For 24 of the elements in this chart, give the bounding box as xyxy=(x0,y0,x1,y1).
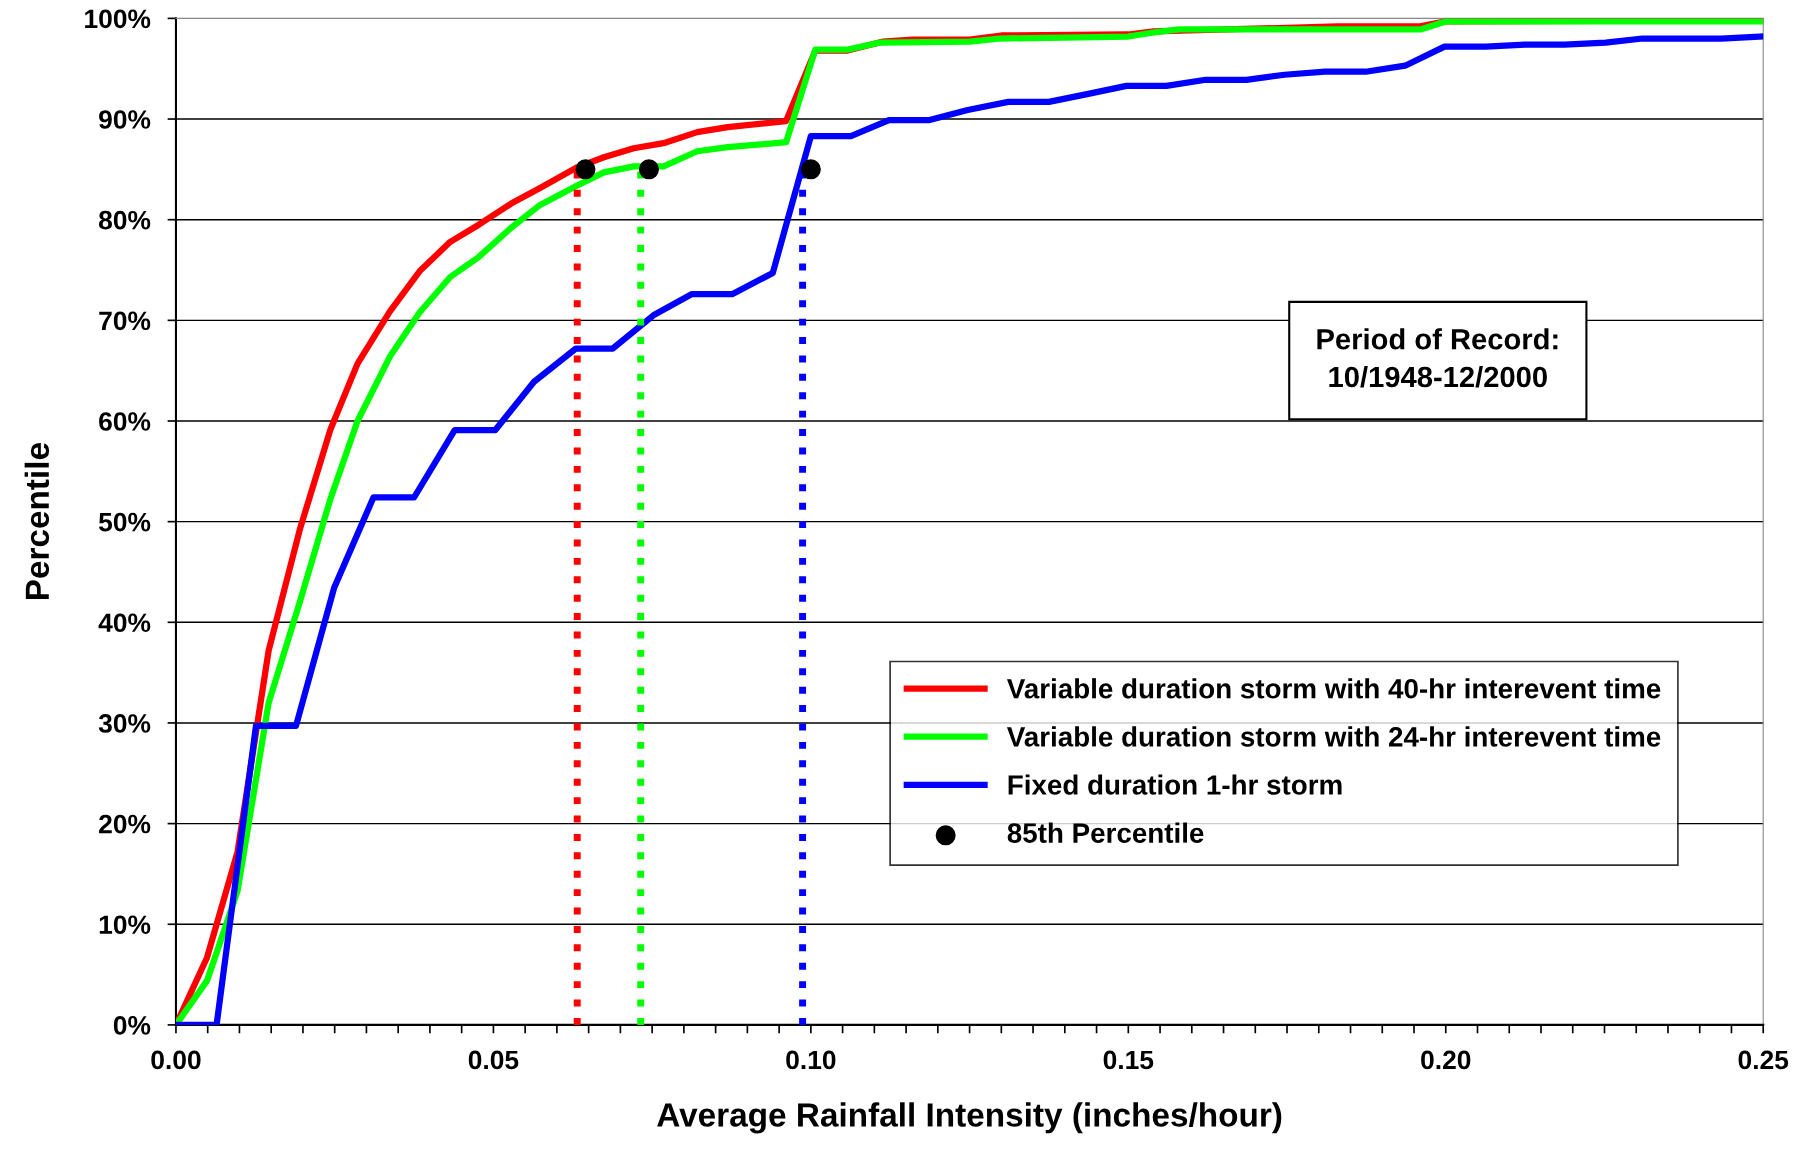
y-tick-label: 90% xyxy=(99,110,151,129)
y-tick-label: 70% xyxy=(99,311,151,331)
y-tick-label: 50% xyxy=(98,512,151,532)
annotation: Period of Record: 10/1948-12/2000 xyxy=(1317,328,1558,388)
y-tick-label: 60% xyxy=(99,412,151,431)
y-tick-label: 40% xyxy=(98,613,151,633)
x-tick-label: 0.10 xyxy=(786,1050,836,1070)
x-tick-label: 0.15 xyxy=(1103,1050,1154,1070)
y-tick-label: 10% xyxy=(99,915,151,935)
y-axis-title: Percentile xyxy=(24,443,50,600)
x-tick-label: 0.00 xyxy=(151,1050,201,1070)
legend-label: 85th Percentile xyxy=(1007,822,1204,843)
legend-label: Fixed duration 1-hr storm xyxy=(1008,774,1342,795)
legend-label: Variable duration storm with 40-hr interevent time xyxy=(1006,678,1661,699)
x-tick-label: 0.20 xyxy=(1421,1050,1471,1070)
y-tick-label: 100% xyxy=(85,9,151,29)
y-tick-label: 0% xyxy=(113,1016,151,1035)
y-tick-label: 20% xyxy=(99,814,151,834)
y-tick-label: 80% xyxy=(98,210,151,230)
x-axis-title: Average Rainfall Intensity (inches/hour) xyxy=(657,1102,1282,1134)
legend-label: Variable duration storm with 24-hr interevent time xyxy=(1006,726,1661,747)
x-tick-label: 0.05 xyxy=(468,1050,519,1070)
y-tick-label: 30% xyxy=(98,714,151,733)
x-tick-label: 0.25 xyxy=(1738,1050,1789,1070)
